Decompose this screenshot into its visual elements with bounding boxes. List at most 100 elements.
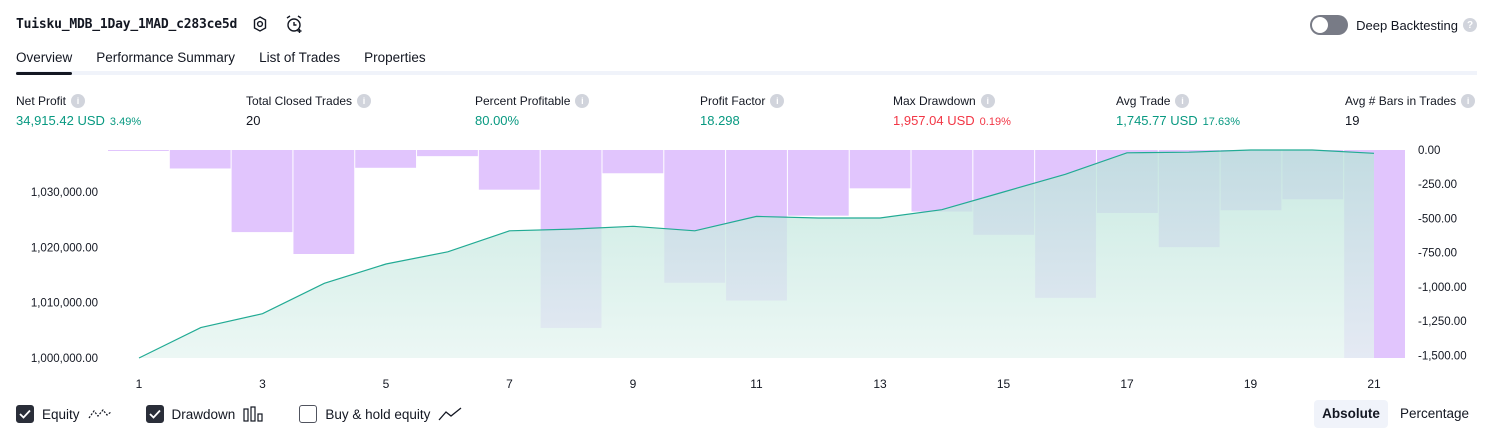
- drawdown-bar: [787, 150, 849, 216]
- legend-equity[interactable]: Equity: [16, 405, 112, 423]
- x-tick-label: 11: [750, 377, 763, 391]
- info-icon[interactable]: i: [770, 94, 785, 108]
- x-tick-label: 21: [1367, 377, 1381, 391]
- x-axis: 1 3 5 7 9 11 13 15 17 19 21: [136, 377, 1381, 391]
- toggle-knob: [1312, 17, 1329, 33]
- stat-percent: 17.63%: [1202, 116, 1240, 128]
- x-tick-label: 19: [1244, 377, 1258, 391]
- drawdown-bar: [849, 150, 911, 189]
- stats-row: Net Profit i 34,915.42 USD 3.49% Total Clo…: [16, 93, 1477, 133]
- drawdown-bar: [169, 150, 231, 169]
- x-tick-label: 13: [873, 377, 887, 391]
- legend-label: Equity: [42, 406, 80, 422]
- y-tick-label: 1,000,000.00: [31, 353, 98, 365]
- info-icon[interactable]: i: [1461, 94, 1476, 108]
- info-icon[interactable]: i: [980, 94, 995, 108]
- stat-value: 1,745.77 USD: [1116, 113, 1198, 128]
- y-tick-label-right: -1,500.00: [1418, 350, 1467, 362]
- stat-value: 19: [1345, 113, 1360, 128]
- stat-profit-factor: Profit Factor i 18.298: [700, 93, 785, 128]
- stat-percent: 0.19%: [979, 116, 1011, 128]
- legend-label: Buy & hold equity: [325, 406, 431, 422]
- stat-label: Avg # Bars in Trades: [1345, 94, 1457, 108]
- drawdown-bar: [478, 150, 540, 190]
- x-tick-label: 9: [630, 377, 637, 391]
- chart-legend: Equity Drawdown Buy & hold equity: [16, 403, 496, 425]
- deep-backtesting: Deep Backtesting ?: [1310, 14, 1477, 36]
- x-tick-label: 5: [383, 377, 390, 391]
- equity-drawdown-chart[interactable]: 1,000,000.00 1,010,000.00 1,020,000.00 1,03…: [0, 140, 1494, 395]
- info-icon[interactable]: i: [357, 94, 372, 108]
- tab-properties[interactable]: Properties: [364, 50, 426, 65]
- y-tick-label: 1,020,000.00: [31, 242, 98, 254]
- header: Tuisku_MDB_1Day_1MAD_c283ce5d: [16, 12, 305, 36]
- drawdown-bar: [602, 150, 664, 174]
- equity-checkbox[interactable]: [16, 405, 34, 423]
- x-tick-label: 17: [1120, 377, 1134, 391]
- drawdown-bar: [417, 150, 478, 157]
- drawdown-bar: [293, 150, 355, 254]
- y-tick-label-right: -750.00: [1418, 248, 1457, 260]
- drawdown-checkbox[interactable]: [145, 405, 164, 423]
- x-tick-label: 3: [259, 377, 266, 391]
- equity-line-icon: [88, 409, 111, 419]
- x-tick-label: 15: [997, 377, 1011, 391]
- buy-hold-line-icon: [438, 407, 462, 421]
- y-tick-label: 1,030,000.00: [31, 187, 98, 199]
- y-tick-label-right: -500.00: [1418, 213, 1457, 225]
- x-tick-label: 1: [136, 377, 143, 391]
- stat-value: 34,915.42 USD: [16, 113, 105, 128]
- info-icon[interactable]: i: [71, 94, 86, 108]
- stat-label: Total Closed Trades: [246, 94, 353, 108]
- stat-percent-profitable: Percent Profitable i 80.00%: [475, 93, 590, 128]
- tab-overview[interactable]: Overview: [16, 44, 73, 75]
- deep-backtesting-label: Deep Backtesting: [1356, 17, 1458, 33]
- stat-value: 18.298: [700, 113, 740, 128]
- x-tick-label: 7: [506, 377, 513, 391]
- stat-value: 1,957.04 USD: [893, 113, 975, 128]
- right-axis: 0.00 -250.00 -500.00 -750.00 -1,000.00 -1,250…: [1418, 145, 1467, 362]
- stat-label: Profit Factor: [700, 94, 766, 108]
- legend-label: Drawdown: [171, 406, 236, 422]
- y-tick-label-right: -1,250.00: [1418, 316, 1467, 328]
- help-icon[interactable]: ?: [1463, 18, 1477, 32]
- stat-value: 80.00%: [475, 113, 520, 128]
- info-icon[interactable]: i: [575, 94, 590, 108]
- left-axis: 1,000,000.00 1,010,000.00 1,020,000.00 1,03…: [31, 187, 98, 365]
- stat-total-closed-trades: Total Closed Trades i 20: [246, 93, 372, 128]
- stat-value: 20: [246, 113, 261, 128]
- tab-performance-summary[interactable]: Performance Summary: [96, 50, 236, 65]
- tab-bar: Overview Performance Summary List of Tra…: [16, 44, 1477, 75]
- y-tick-label-right: -250.00: [1418, 179, 1457, 191]
- legend-drawdown[interactable]: Drawdown: [145, 405, 266, 423]
- tab-list-of-trades[interactable]: List of Trades: [259, 50, 341, 65]
- stat-avg-trade: Avg Trade i 1,745.77 USD 17.63%: [1116, 93, 1240, 128]
- buy-hold-checkbox[interactable]: [299, 405, 318, 423]
- stat-avg-bars-in-trades: Avg # Bars in Trades i 19: [1345, 93, 1476, 128]
- strategy-title: Tuisku_MDB_1Day_1MAD_c283ce5d: [16, 16, 238, 32]
- stat-label: Max Drawdown: [893, 94, 976, 108]
- drawdown-bar: [911, 150, 973, 212]
- drawdown-bar: [231, 150, 293, 233]
- percentage-button[interactable]: Percentage: [1399, 406, 1469, 421]
- alarm-clock-add-icon[interactable]: [283, 13, 305, 35]
- drawdown-bar: [108, 150, 169, 151]
- stat-label: Net Profit: [16, 94, 67, 108]
- y-tick-label-right: 0.00: [1418, 145, 1440, 157]
- stat-max-drawdown: Max Drawdown i 1,957.04 USD 0.19%: [893, 93, 1011, 128]
- y-tick-label-right: -1,000.00: [1418, 282, 1467, 294]
- stat-net-profit: Net Profit i 34,915.42 USD 3.49%: [16, 93, 141, 128]
- drawdown-bars-icon: [243, 406, 263, 422]
- stat-percent: 3.49%: [109, 116, 142, 128]
- stat-label: Percent Profitable: [475, 94, 571, 108]
- equity-line: [138, 149, 1375, 359]
- absolute-button[interactable]: Absolute: [1314, 400, 1388, 428]
- drawdown-bar: [355, 150, 417, 168]
- scale-mode: Absolute Percentage: [1310, 400, 1477, 428]
- legend-buy-hold[interactable]: Buy & hold equity: [299, 405, 462, 423]
- info-icon[interactable]: i: [1175, 94, 1190, 108]
- deep-backtesting-toggle[interactable]: [1310, 15, 1349, 35]
- equity-area: [139, 150, 1374, 358]
- stat-label: Avg Trade: [1116, 94, 1171, 108]
- gear-icon[interactable]: [249, 13, 271, 35]
